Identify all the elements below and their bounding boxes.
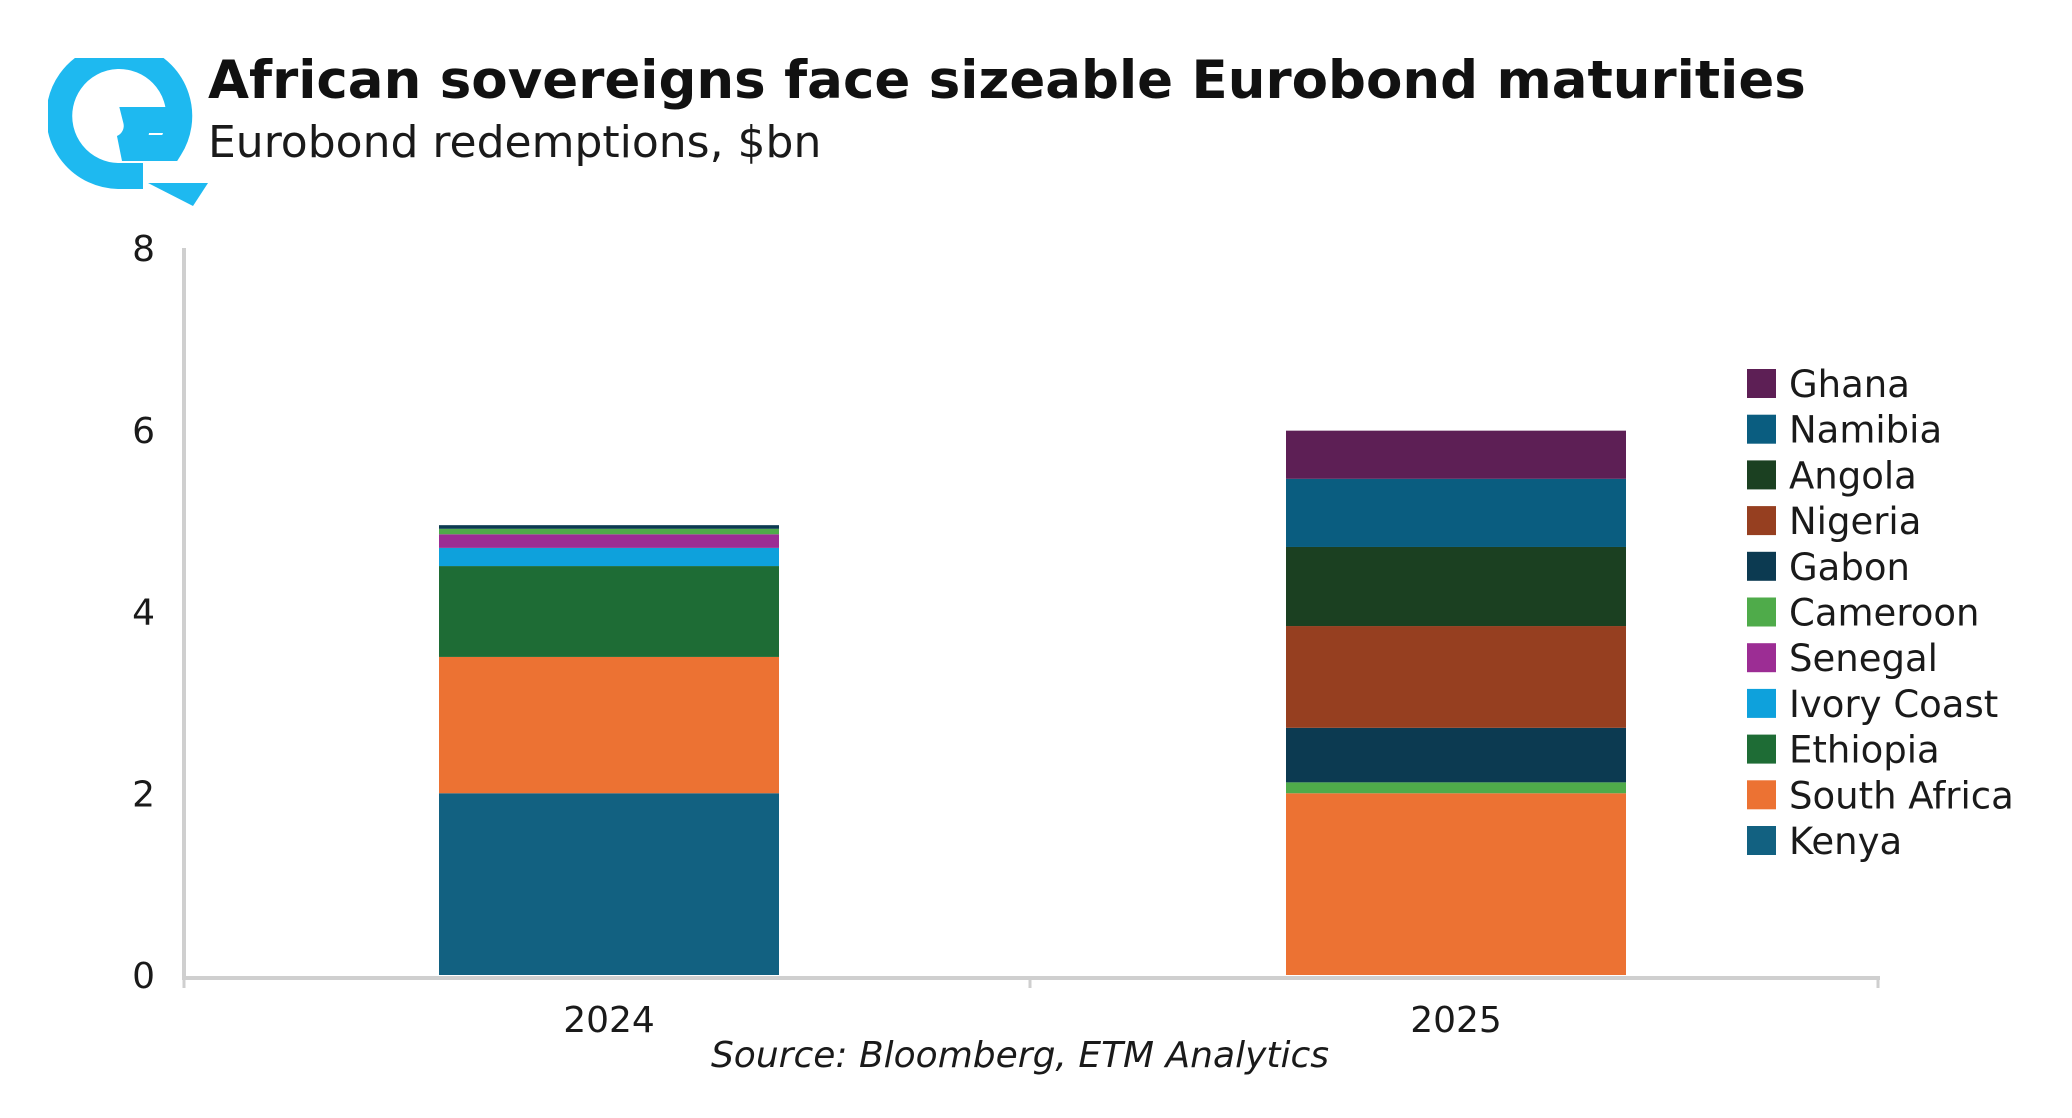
legend-swatch — [1747, 643, 1776, 673]
legend-swatch — [1747, 414, 1776, 444]
legend-label: Cameroon — [1789, 592, 1979, 635]
bar-segment-ivory-coast-2024 — [439, 547, 779, 567]
bar-segment-cameroon-2025 — [1286, 782, 1626, 794]
y-tick-label: 8 — [132, 229, 155, 270]
bar-segment-ghana-2025 — [1286, 430, 1626, 479]
bar-segment-south-africa-2025 — [1286, 793, 1626, 975]
logo-mark — [48, 58, 193, 189]
legend-label: Nigeria — [1789, 500, 1921, 543]
bar-segment-south-africa-2024 — [439, 656, 779, 794]
legend: GhanaNamibiaAngolaNigeriaGabonCameroonSe… — [1747, 363, 2014, 863]
etm-logo-icon — [48, 58, 208, 206]
x-tick-label: 2025 — [1410, 1000, 1502, 1041]
legend-label: Ethiopia — [1789, 729, 1940, 772]
y-tick-label: 0 — [132, 956, 155, 997]
legend-label: Gabon — [1789, 546, 1910, 589]
bar-segment-ethiopia-2024 — [439, 566, 779, 657]
legend-swatch — [1747, 460, 1776, 490]
legend-swatch — [1747, 688, 1776, 718]
source-note: Source: Bloomberg, ETM Analytics — [710, 1035, 1330, 1076]
legend-label: South Africa — [1789, 774, 2014, 817]
bar-segment-cameroon-2024 — [439, 528, 779, 535]
legend-label: Senegal — [1789, 637, 1938, 680]
chart-title: African sovereigns face sizeable Eurobon… — [208, 50, 1806, 111]
legend-label: Ghana — [1789, 363, 1910, 406]
y-tick-label: 6 — [132, 411, 155, 452]
x-axis-labels: 2024 2025 — [563, 1000, 1502, 1041]
bar-segment-angola-2025 — [1286, 546, 1626, 627]
legend-swatch — [1747, 826, 1776, 855]
x-tick-label: 2024 — [563, 1000, 655, 1041]
bars — [439, 430, 1626, 975]
legend-label: Ivory Coast — [1789, 683, 1998, 726]
y-tick-label: 4 — [132, 593, 155, 634]
legend-swatch — [1747, 597, 1776, 627]
legend-swatch — [1747, 506, 1776, 536]
y-axis-ticks: 0 2 4 6 8 — [132, 229, 155, 997]
legend-swatch — [1747, 369, 1776, 398]
logo-tail — [148, 183, 208, 206]
bar-segment-namibia-2025 — [1286, 478, 1626, 547]
y-tick-label: 2 — [132, 774, 155, 815]
legend-swatch — [1747, 551, 1776, 581]
legend-label: Namibia — [1789, 409, 1942, 452]
bar-segment-nigeria-2025 — [1286, 626, 1626, 728]
chart-subtitle: Eurobond redemptions, $bn — [208, 117, 822, 168]
legend-swatch — [1747, 780, 1776, 810]
legend-label: Angola — [1789, 454, 1917, 497]
legend-swatch — [1747, 734, 1776, 764]
bar-segment-senegal-2024 — [439, 534, 779, 548]
bar-segment-gabon-2025 — [1286, 727, 1626, 783]
bar-segment-gabon-2024 — [439, 525, 779, 529]
bar-segment-kenya-2024 — [439, 793, 779, 975]
legend-label: Kenya — [1789, 820, 1902, 863]
